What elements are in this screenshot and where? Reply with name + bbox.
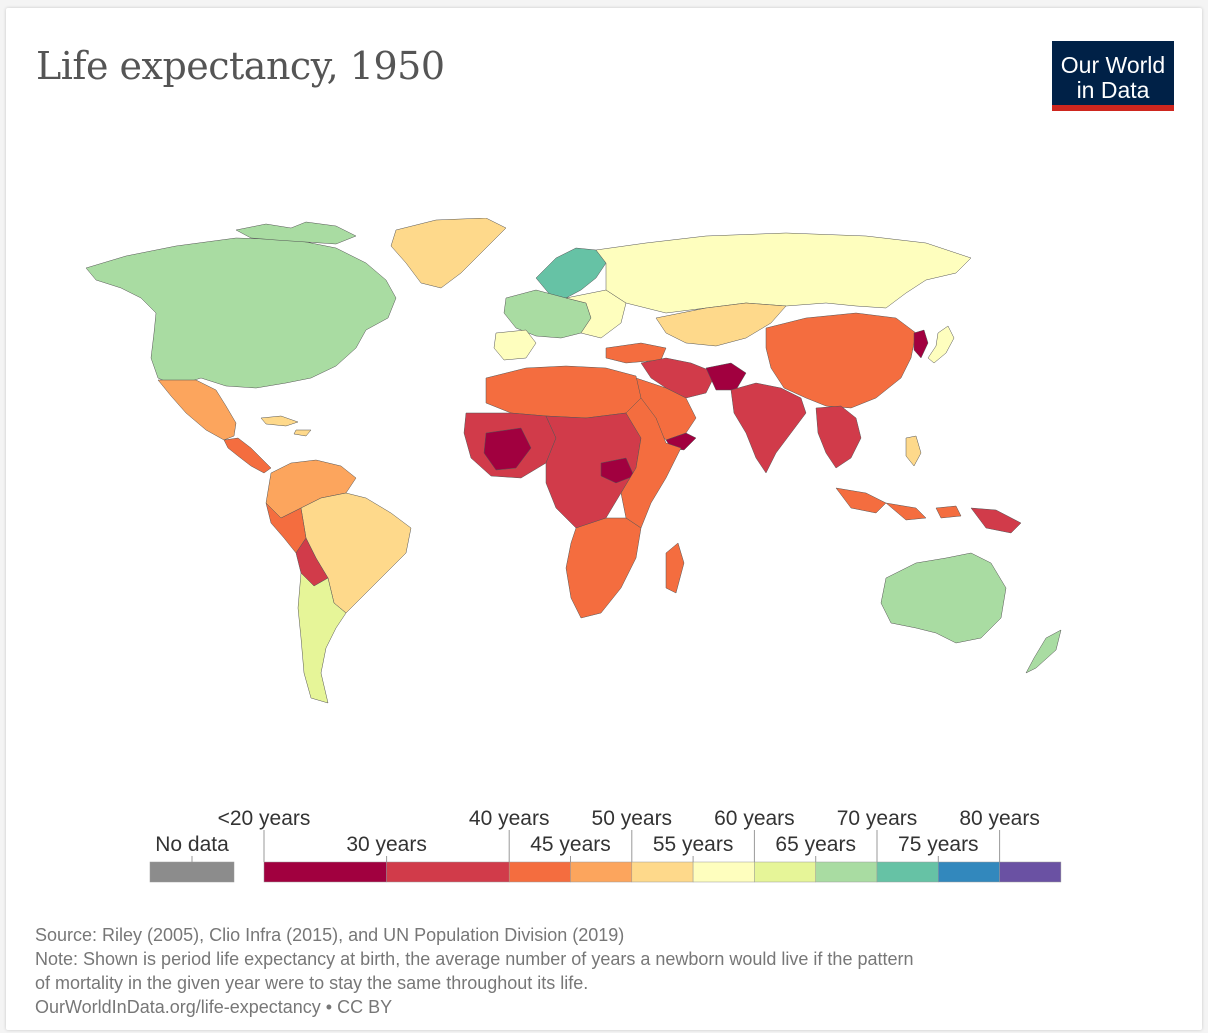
legend-no-data-swatch[interactable]	[149, 861, 235, 883]
legend-bin-10[interactable]	[938, 861, 1000, 883]
region-arctic-islands[interactable]	[235, 221, 357, 245]
region-japan[interactable]	[927, 325, 955, 364]
legend-bin-2[interactable]	[386, 861, 510, 883]
legend-bin-3[interactable]	[508, 861, 571, 883]
legend-top-label-1: <20 years	[218, 807, 311, 830]
region-south-sudan[interactable]	[600, 457, 635, 484]
legend-bin-4[interactable]	[570, 861, 633, 883]
region-scandinavia[interactable]	[535, 247, 607, 299]
legend-bottom-label-1: 30 years	[346, 833, 427, 856]
region-central-america[interactable]	[223, 437, 272, 474]
region-caribbean[interactable]	[260, 415, 312, 437]
region-southern-africa[interactable]	[565, 517, 642, 619]
legend-bin-7[interactable]	[754, 861, 816, 883]
url-license[interactable]: OurWorldInData.org/life-expectancy • CC …	[35, 997, 393, 1017]
legend-bottom-label-3: 55 years	[653, 833, 734, 856]
region-new-guinea[interactable]	[970, 507, 1022, 534]
region-iberia[interactable]	[493, 329, 537, 361]
region-new-zealand[interactable]	[1025, 629, 1062, 674]
source-text: Source: Riley (2005), Clio Infra (2015),…	[35, 925, 625, 945]
legend-top-label-6: 80 years	[959, 807, 1040, 830]
note-line-1: Note: Shown is period life expectancy at…	[35, 949, 914, 969]
owid-logo[interactable]: Our World in Data	[1052, 41, 1174, 111]
logo-red-bar	[1052, 105, 1174, 111]
region-madagascar[interactable]	[665, 542, 685, 594]
legend-bin-5[interactable]	[631, 861, 694, 883]
legend-bin-6[interactable]	[692, 861, 755, 883]
region-middle-east[interactable]	[640, 357, 717, 399]
legend-no-data[interactable]: No data	[149, 833, 235, 883]
note-line-2: of mortality in the given year were to s…	[35, 973, 589, 993]
region-mali-guinea[interactable]	[483, 427, 532, 471]
legend-bin-8[interactable]	[815, 861, 878, 883]
region-east-africa[interactable]	[620, 397, 682, 529]
legend-top-label-3: 50 years	[592, 807, 673, 830]
region-greenland[interactable]	[390, 218, 507, 289]
legend-top-label-2: 40 years	[469, 807, 550, 830]
legend-bottom-labels: 30 years 45 years 55 years 65 years 75 years	[346, 833, 979, 862]
region-korea[interactable]	[913, 329, 929, 359]
legend-bottom-label-4: 65 years	[775, 833, 856, 856]
region-north-africa[interactable]	[485, 365, 642, 419]
region-southern-cone[interactable]	[297, 572, 347, 704]
chart-title: Life expectancy, 1950	[36, 44, 445, 88]
region-north-america[interactable]	[85, 237, 397, 389]
chart-card: Life expectancy, 1950 Our World in Data	[6, 8, 1202, 1030]
region-southeast-asia[interactable]	[815, 405, 862, 469]
region-indonesia[interactable]	[835, 487, 962, 521]
legend-no-data-label: No data	[155, 833, 229, 856]
legend-bin-9[interactable]	[876, 861, 939, 883]
world-map[interactable]	[66, 218, 1116, 708]
region-china[interactable]	[765, 312, 917, 409]
legend-bottom-label-5: 75 years	[898, 833, 979, 856]
region-afghanistan[interactable]	[705, 362, 747, 391]
region-russia[interactable]	[595, 232, 972, 314]
legend-top-label-5: 70 years	[837, 807, 918, 830]
region-india[interactable]	[730, 382, 807, 474]
logo-line-1: Our World	[1060, 52, 1166, 78]
legend-bin-11[interactable]	[999, 861, 1062, 883]
legend-top-label-4: 60 years	[714, 807, 795, 830]
region-central-asia[interactable]	[655, 302, 787, 347]
legend-bins[interactable]	[263, 861, 1062, 883]
region-philippines[interactable]	[905, 435, 922, 467]
footer: Source: Riley (2005), Clio Infra (2015),…	[35, 923, 1115, 1019]
logo-line-2: in Data	[1076, 77, 1150, 103]
legend-bin-1[interactable]	[263, 861, 387, 883]
region-australia[interactable]	[880, 552, 1007, 644]
region-mexico[interactable]	[157, 379, 237, 441]
legend-top-labels: <20 years 40 years 50 years 60 years 70 year…	[218, 807, 1040, 862]
legend-bottom-label-2: 45 years	[530, 833, 611, 856]
